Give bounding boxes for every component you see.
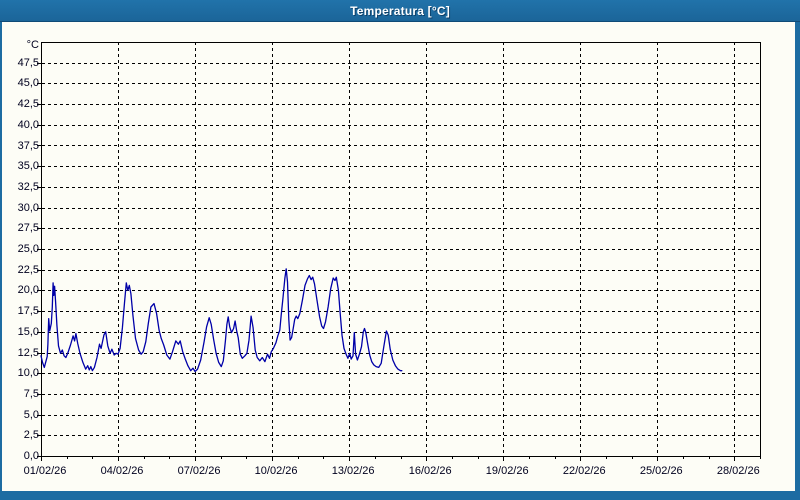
x-tick-label: 22/02/26 — [562, 465, 606, 477]
y-tick-label: 17,5 — [17, 305, 39, 318]
y-tick-label: 45,0 — [17, 77, 39, 90]
x-tick-label: 19/02/26 — [485, 465, 529, 477]
y-tick-label: 22,5 — [17, 263, 39, 276]
x-tick-label: 16/02/26 — [408, 465, 452, 477]
plot-canvas — [37, 42, 761, 461]
y-tick-label: 40,0 — [17, 118, 39, 131]
y-tick-label: 15,0 — [17, 325, 39, 338]
title-bar: Temperatura [°C] — [0, 0, 800, 22]
y-tick-label: 7,5 — [23, 387, 39, 400]
chart-title: Temperatura [°C] — [350, 3, 450, 18]
y-tick-label: 35,0 — [17, 160, 39, 173]
x-tick-label: 10/02/26 — [254, 465, 298, 477]
y-tick-label: 30,0 — [17, 201, 39, 214]
x-tick-label: 28/02/26 — [716, 465, 760, 477]
y-tick-label: 20,0 — [17, 284, 39, 297]
y-axis-unit-label: °C — [26, 39, 39, 51]
y-tick-label: 2,5 — [23, 429, 39, 442]
y-tick-label: 32,5 — [17, 180, 39, 193]
x-tick-label: 25/02/26 — [639, 465, 683, 477]
y-tick-label: 0,0 — [23, 450, 39, 462]
y-tick-label: 10,0 — [17, 367, 39, 380]
y-tick-label: 37,5 — [17, 139, 39, 152]
x-tick-label: 01/02/26 — [23, 465, 67, 477]
y-tick-label: 25,0 — [17, 243, 39, 255]
chart-area: °C 47,5 45,0 42,5 40,0 37,5 35,0 32,5 30,0 27,5 2… — [2, 22, 795, 491]
y-tick-label: 47,5 — [17, 56, 39, 69]
y-tick-label: 12,5 — [17, 346, 39, 359]
x-tick-label: 04/02/26 — [100, 465, 144, 477]
x-tick-label: 07/02/26 — [177, 465, 221, 477]
y-tick-label: 5,0 — [23, 408, 39, 421]
y-tick-label: 27,5 — [17, 222, 39, 235]
y-tick-label: 42,5 — [17, 98, 39, 111]
plot-frame — [41, 42, 761, 457]
temperature-series — [40, 268, 403, 373]
x-tick-label: 13/02/26 — [331, 465, 375, 477]
